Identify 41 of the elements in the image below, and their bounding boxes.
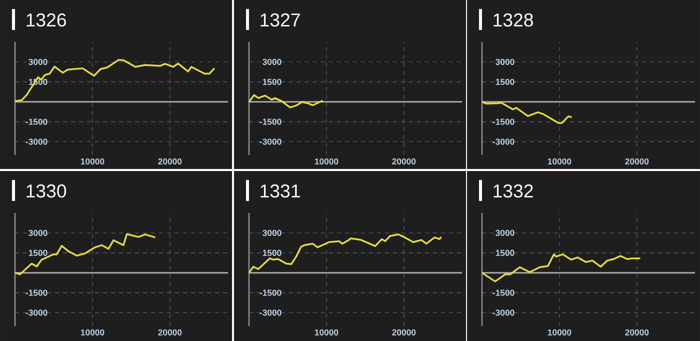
y-tick-label: -3000 xyxy=(26,138,48,145)
chart-title: 1332 xyxy=(494,184,533,198)
chart-title: 1326 xyxy=(26,13,66,27)
x-tick-label: 20000 xyxy=(158,329,182,336)
x-tick-label: 20000 xyxy=(158,158,182,164)
y-tick-label: 1500 xyxy=(496,78,514,85)
x-tick-label: 20000 xyxy=(625,158,649,164)
y-tick-label: 1500 xyxy=(262,250,282,256)
y-tick-label: -3000 xyxy=(492,310,514,316)
y-tick-label: -3000 xyxy=(260,138,282,145)
x-tick-label: 10000 xyxy=(80,158,104,164)
y-tick-label: -1500 xyxy=(492,118,514,125)
chart-title: 1327 xyxy=(260,13,300,27)
chart-title: 1328 xyxy=(494,13,533,27)
x-tick-label: 20000 xyxy=(392,158,416,164)
x-tick-label: 20000 xyxy=(392,329,416,336)
y-tick-label: 3000 xyxy=(496,230,514,236)
x-tick-label: 10000 xyxy=(314,329,338,336)
y-tick-label: -1500 xyxy=(492,290,514,296)
y-tick-label: 3000 xyxy=(262,230,282,236)
y-tick-label: 3000 xyxy=(262,58,282,66)
y-tick-label: -1500 xyxy=(260,118,282,125)
x-tick-label: 20000 xyxy=(625,329,649,336)
x-tick-label: 10000 xyxy=(80,329,104,336)
y-tick-label: -1500 xyxy=(26,290,48,296)
y-tick-label: -3000 xyxy=(260,310,282,316)
y-tick-label: 1500 xyxy=(262,78,282,85)
chart-title: 1330 xyxy=(26,184,66,198)
x-tick-label: 10000 xyxy=(314,158,338,164)
y-tick-label: -3000 xyxy=(492,138,514,145)
x-tick-label: 10000 xyxy=(548,329,572,336)
y-tick-label: 3000 xyxy=(28,58,48,66)
y-tick-label: -3000 xyxy=(26,310,48,316)
y-tick-label: 3000 xyxy=(496,58,514,66)
y-tick-label: 3000 xyxy=(28,230,48,236)
chart-title: 1331 xyxy=(260,184,300,198)
y-tick-label: 1500 xyxy=(28,250,48,256)
x-tick-label: 10000 xyxy=(548,158,572,164)
y-tick-label: -1500 xyxy=(260,290,282,296)
y-tick-label: -1500 xyxy=(26,118,48,125)
y-tick-label: 1500 xyxy=(496,250,514,256)
